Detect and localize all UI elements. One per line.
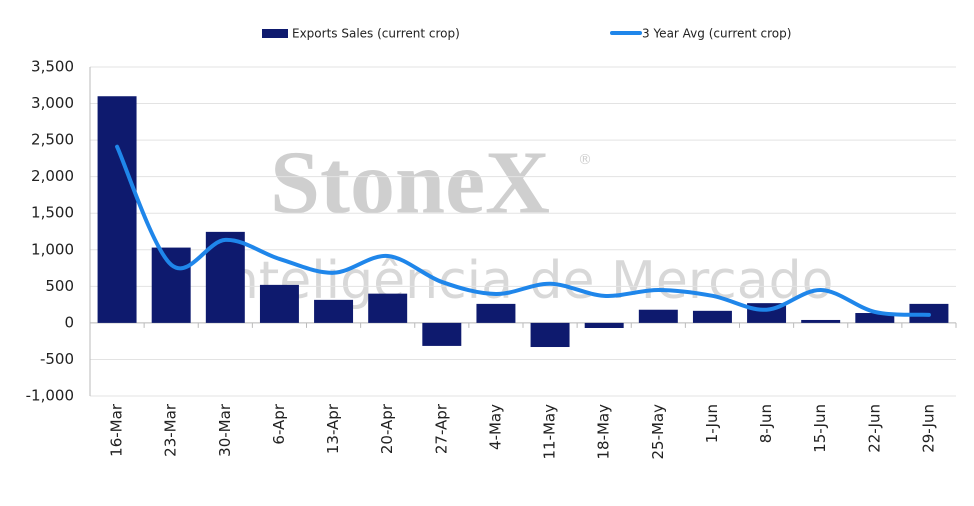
legend-label: 3 Year Avg (current crop) — [642, 27, 791, 41]
bar — [692, 310, 732, 323]
x-tick-label: 6-Apr — [270, 403, 288, 444]
watermark-mark: ® — [578, 152, 592, 168]
x-tick-label: 1-Jun — [703, 404, 721, 443]
x-tick-label: 22-Jun — [865, 404, 883, 453]
y-tick-label: -500 — [40, 350, 74, 368]
x-tick-label: 27-Apr — [432, 403, 450, 454]
x-tick-label: 25-May — [649, 404, 667, 460]
x-tick-label: 16-Mar — [108, 403, 126, 457]
y-tick-label: -1,000 — [26, 387, 74, 405]
x-tick-label: 15-Jun — [811, 404, 829, 453]
bar — [855, 313, 895, 323]
bar — [801, 319, 841, 323]
x-tick-label: 8-Jun — [757, 404, 775, 443]
x-tick-label: 11-May — [541, 404, 559, 460]
y-tick-label: 1,500 — [31, 204, 74, 222]
y-tick-label: 2,000 — [31, 167, 74, 185]
y-tick-label: 500 — [45, 277, 74, 295]
bar — [151, 247, 191, 323]
bar — [530, 322, 570, 348]
bar — [476, 303, 516, 323]
y-tick-label: 2,500 — [31, 131, 74, 149]
line — [115, 144, 931, 317]
x-tick-label: 18-May — [595, 404, 613, 460]
watermark-tagline: Inteligência de Mercado — [211, 251, 834, 311]
bar — [97, 96, 137, 323]
bar — [259, 284, 299, 323]
y-tick-label: 3,500 — [31, 58, 74, 76]
x-tick-label: 20-Apr — [378, 403, 396, 454]
bar — [314, 299, 354, 323]
x-tick-label: 30-Mar — [216, 403, 234, 457]
watermark-brand: StoneX — [270, 134, 550, 233]
x-tick-label: 13-Apr — [324, 403, 342, 454]
y-tick-label: 0 — [64, 313, 74, 331]
x-tick-label: 29-Jun — [919, 404, 937, 453]
bar — [368, 293, 408, 323]
bar — [638, 309, 678, 323]
y-tick-label: 1,000 — [31, 240, 74, 258]
bar — [422, 322, 462, 346]
x-tick-label: 23-Mar — [162, 403, 180, 457]
y-tick-label: 3,000 — [31, 94, 74, 112]
legend-label: Exports Sales (current crop) — [292, 27, 460, 41]
legend-swatch — [262, 29, 288, 38]
x-tick-label: 4-May — [486, 404, 504, 450]
bar — [584, 322, 624, 329]
